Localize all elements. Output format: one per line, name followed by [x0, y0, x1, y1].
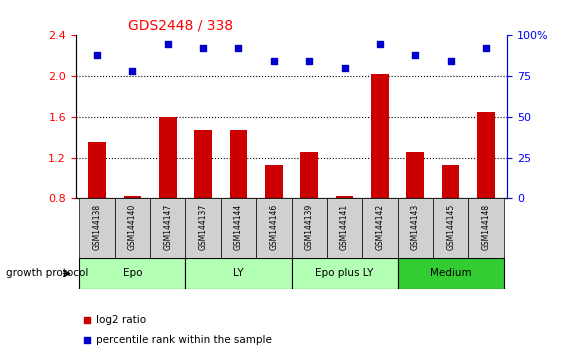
Bar: [79, 198, 115, 258]
Bar: [185, 198, 221, 258]
Bar: [300, 153, 318, 198]
Bar: [265, 165, 283, 198]
Point: [410, 52, 420, 58]
Point: [304, 59, 314, 64]
Bar: [256, 198, 292, 258]
Point: [234, 46, 243, 51]
Text: GSM144139: GSM144139: [305, 204, 314, 250]
Text: GSM144145: GSM144145: [446, 204, 455, 250]
Text: Epo: Epo: [122, 268, 142, 279]
Text: GSM144146: GSM144146: [269, 204, 278, 250]
Text: GDS2448 / 338: GDS2448 / 338: [128, 19, 233, 33]
Bar: [292, 198, 327, 258]
Text: GSM144147: GSM144147: [163, 204, 172, 250]
Text: GSM144144: GSM144144: [234, 204, 243, 250]
Text: growth protocol: growth protocol: [6, 268, 88, 278]
Point: [198, 46, 208, 51]
Bar: [433, 198, 468, 258]
Bar: [230, 130, 247, 198]
Bar: [88, 142, 106, 198]
Bar: [398, 198, 433, 258]
Point: [128, 68, 137, 74]
Point: [163, 41, 173, 46]
Text: GSM144142: GSM144142: [375, 204, 384, 250]
Text: LY: LY: [233, 268, 244, 279]
Text: GSM144148: GSM144148: [482, 204, 490, 250]
Point: [385, 48, 394, 54]
Bar: [194, 130, 212, 198]
Text: log2 ratio: log2 ratio: [97, 315, 146, 325]
Bar: [327, 198, 362, 258]
Bar: [221, 198, 256, 258]
Bar: [468, 198, 504, 258]
Text: GSM144141: GSM144141: [340, 204, 349, 250]
Bar: [371, 74, 389, 198]
Bar: [185, 258, 292, 289]
Bar: [150, 198, 185, 258]
Bar: [115, 198, 150, 258]
Text: Epo plus LY: Epo plus LY: [315, 268, 374, 279]
Text: Medium: Medium: [430, 268, 472, 279]
Text: GSM144143: GSM144143: [411, 204, 420, 250]
Text: GSM144140: GSM144140: [128, 204, 137, 250]
Bar: [336, 196, 353, 198]
Point: [385, 230, 394, 235]
Bar: [124, 196, 141, 198]
Bar: [159, 117, 177, 198]
Bar: [477, 112, 495, 198]
Bar: [442, 165, 459, 198]
Text: percentile rank within the sample: percentile rank within the sample: [97, 335, 272, 345]
Bar: [406, 153, 424, 198]
Bar: [398, 258, 504, 289]
Point: [269, 59, 279, 64]
Point: [482, 46, 491, 51]
Point: [92, 52, 101, 58]
Point: [375, 41, 385, 46]
Point: [446, 59, 455, 64]
Bar: [362, 198, 398, 258]
Text: GSM144138: GSM144138: [93, 204, 101, 250]
Bar: [292, 258, 398, 289]
Text: GSM144137: GSM144137: [199, 204, 208, 250]
Bar: [79, 258, 185, 289]
Point: [340, 65, 349, 71]
